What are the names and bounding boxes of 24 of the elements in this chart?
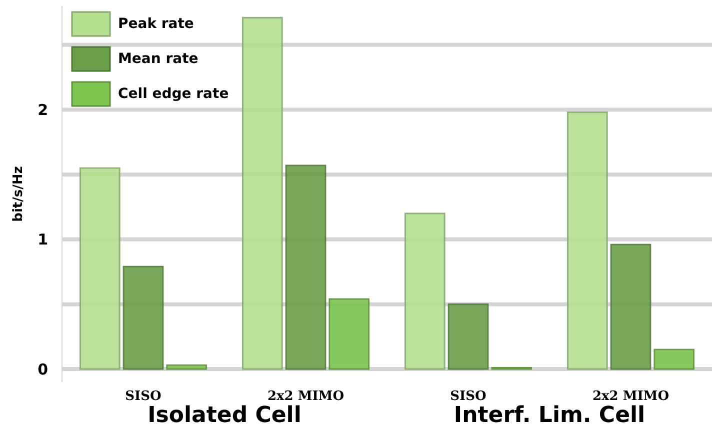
y-tick-label: 0 — [38, 360, 48, 378]
bar — [328, 298, 370, 370]
text: Isolated Cell — [148, 403, 302, 428]
y-tick-label: 2 — [38, 100, 48, 119]
x-tick-label: SISO — [450, 389, 486, 404]
legend-label: Mean rate — [118, 51, 198, 67]
bar — [122, 266, 164, 370]
bar — [610, 244, 652, 370]
bar — [448, 303, 489, 370]
legend-label: Cell edge rate — [118, 86, 229, 102]
bar — [242, 16, 283, 370]
legend-label: Peak rate — [118, 16, 194, 32]
bar — [567, 112, 608, 370]
bar — [404, 212, 446, 370]
x-tick-label: SISO — [125, 389, 162, 404]
bar — [166, 364, 207, 370]
bar — [80, 167, 120, 370]
bar — [654, 348, 694, 370]
y-axis-title: bit/s/Hz — [11, 166, 26, 222]
bar — [285, 164, 326, 370]
x-tick-label: 2x2 MIMO — [592, 389, 670, 404]
x-tick-label: 2x2 MIMO — [267, 389, 344, 404]
text: Interf. Lim. Cell — [454, 403, 646, 428]
y-tick-label: 1 — [38, 230, 48, 249]
